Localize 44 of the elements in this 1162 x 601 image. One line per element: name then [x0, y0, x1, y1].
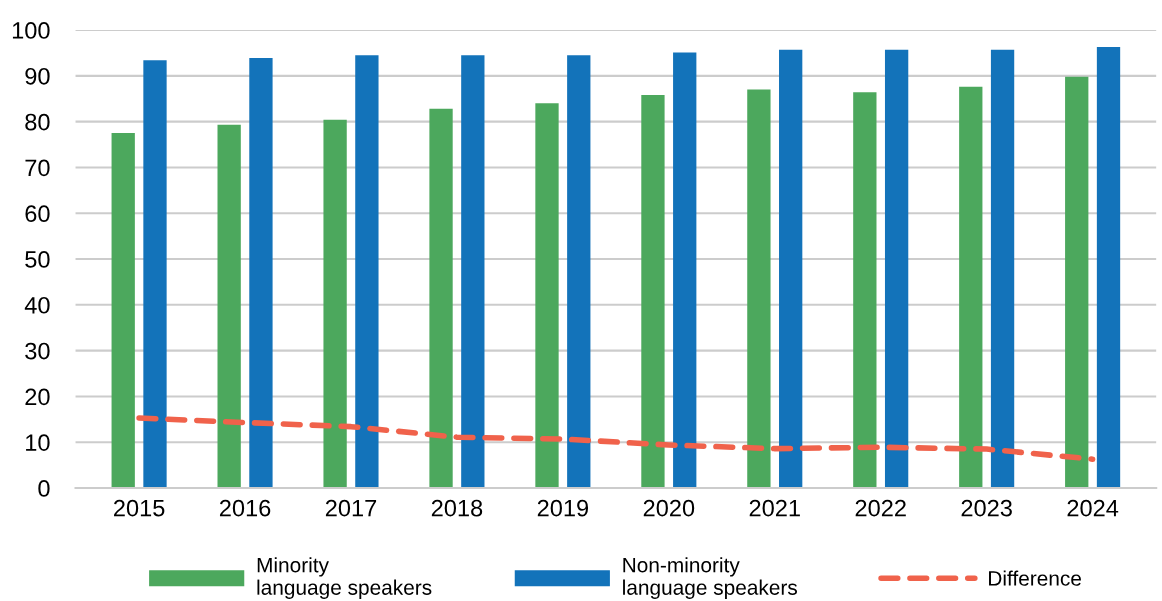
bar: [990, 49, 1015, 489]
legend-label: Difference: [989, 570, 1081, 586]
bar: [323, 119, 347, 489]
y-tick-label: 0: [38, 480, 50, 497]
y-tick-label: 50: [25, 251, 50, 268]
bar: [461, 55, 485, 489]
x-tick-label: 2022: [855, 499, 906, 517]
y-tick-label: 80: [25, 113, 50, 131]
bar: [355, 55, 379, 489]
bar: [673, 52, 697, 489]
bar: [853, 92, 877, 489]
y-tick-label: 40: [24, 296, 50, 314]
y-tick-label: 100: [12, 22, 50, 39]
bar: [747, 89, 771, 489]
y-tick-label: 30: [25, 342, 50, 360]
bar: [535, 103, 559, 489]
bar: [567, 55, 591, 489]
x-tick-label: 2015: [114, 499, 165, 517]
x-tick-label: 2017: [325, 499, 377, 517]
bar: [217, 124, 241, 489]
bar: [779, 49, 803, 489]
x-tick-label: 2019: [537, 499, 589, 517]
bar: [641, 95, 665, 489]
bar: [959, 86, 983, 489]
x-tick-label: 2021: [749, 499, 800, 517]
y-tick-label: 90: [25, 67, 50, 85]
bar: [111, 133, 135, 489]
x-tick-label: 2018: [431, 499, 483, 517]
x-tick-label: 2024: [1067, 499, 1119, 517]
legend-label: Non-minority language speakers: [623, 557, 797, 599]
bar: [429, 108, 453, 489]
x-tick-label: 2020: [643, 499, 695, 517]
x-tick-label: 2023: [961, 499, 1012, 517]
bar: [143, 60, 167, 489]
bar: [884, 49, 909, 489]
legend-label: Minority language speakers: [257, 557, 432, 599]
bar: [1065, 76, 1089, 489]
y-tick-label: 10: [26, 434, 50, 451]
bar: [249, 57, 273, 489]
y-tick-label: 60: [25, 205, 50, 223]
y-tick-label: 70: [25, 159, 50, 177]
bar: [1096, 46, 1121, 489]
x-tick-label: 2016: [219, 499, 271, 517]
y-tick-label: 20: [25, 388, 50, 406]
